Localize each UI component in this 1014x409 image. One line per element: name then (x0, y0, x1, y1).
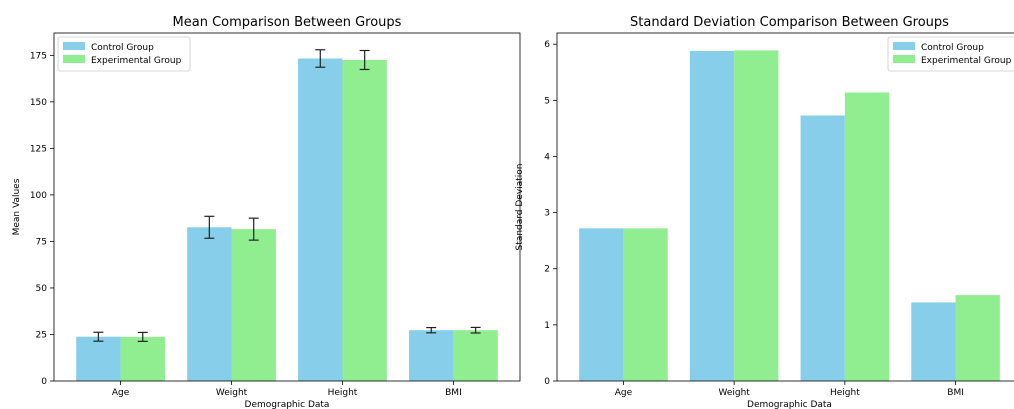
sd-bar-control (911, 302, 956, 381)
mean-x-tick-label: BMI (445, 388, 462, 398)
sd-bar-control (689, 50, 735, 381)
mean-y-tick-label: 125 (30, 144, 47, 154)
sd-plot-frame (556, 32, 1014, 382)
mean-y-tick-label: 50 (36, 284, 48, 294)
mean-y-axis-label: Mean Values (12, 178, 22, 235)
mean-y-tick-label: 150 (30, 98, 47, 108)
mean-bar-experimental (342, 59, 387, 382)
mean-bar-control (298, 58, 343, 382)
mean-x-axis-label: Demographic Data (245, 400, 330, 409)
sd-x-tick-label: BMI (947, 388, 964, 398)
mean-bar-experimental (453, 330, 498, 381)
mean-bar-experimental (231, 229, 276, 381)
sd-y-tick-label: 3 (544, 209, 550, 219)
sd-legend (887, 36, 1014, 72)
sd-bar-experimental (844, 92, 890, 382)
mean-y-tick-label: 0 (41, 377, 47, 387)
mean-bar-control (76, 336, 121, 381)
sd-x-tick-label: Height (830, 388, 860, 398)
mean-chart-title: Mean Comparison Between Groups (173, 15, 402, 30)
mean-bar-control (409, 330, 454, 381)
mean-legend (57, 36, 191, 72)
sd-bar-experimental (623, 228, 668, 381)
sd-y-tick-label: 5 (544, 96, 550, 106)
sd-y-tick-label: 1 (544, 321, 550, 331)
sd-y-axis-label: Standard Deviation (515, 164, 525, 251)
mean-legend-label-control: Control Group (91, 43, 154, 53)
sd-y-tick-label: 0 (544, 377, 550, 387)
sd-chart-title: Standard Deviation Comparison Between Gr… (630, 15, 949, 30)
mean-x-tick-label: Height (328, 388, 358, 398)
sd-bar-experimental (955, 295, 1000, 381)
mean-y-tick-label: 75 (36, 237, 47, 247)
sd-bar-experimental (734, 50, 779, 382)
mean-legend-label-experimental: Experimental Group (91, 56, 182, 66)
sd-legend-label-control: Control Group (921, 43, 984, 53)
mean-plot-frame (53, 32, 521, 382)
mean-x-tick-label: Age (112, 388, 130, 398)
mean-bar-experimental (120, 336, 165, 381)
mean-legend-swatch-control (63, 42, 85, 50)
sd-legend-swatch-experimental (893, 55, 915, 63)
sd-y-tick-label: 6 (544, 40, 550, 50)
mean-x-tick-label: Weight (216, 388, 248, 398)
mean-bar-control (187, 227, 232, 381)
mean-legend-swatch-experimental (63, 55, 85, 63)
mean-y-tick-label: 100 (30, 191, 47, 201)
mean-y-tick-label: 175 (30, 51, 47, 61)
sd-y-tick-label: 2 (544, 265, 550, 275)
mean-y-tick-label: 25 (36, 330, 47, 340)
sd-y-tick-label: 4 (544, 152, 550, 162)
sd-legend-label-experimental: Experimental Group (921, 56, 1012, 66)
mean-chart: Mean Comparison Between Groups 0 25 50 75 100… (12, 15, 521, 409)
sd-x-axis-label: Demographic Data (747, 400, 832, 409)
sd-bar-control (800, 115, 845, 381)
sd-x-tick-label: Weight (718, 388, 750, 398)
sd-legend-swatch-control (893, 42, 915, 50)
sd-chart: Standard Deviation Comparison Between Gr… (515, 15, 1014, 409)
sd-x-tick-label: Age (615, 388, 633, 398)
sd-bar-control (579, 228, 624, 381)
